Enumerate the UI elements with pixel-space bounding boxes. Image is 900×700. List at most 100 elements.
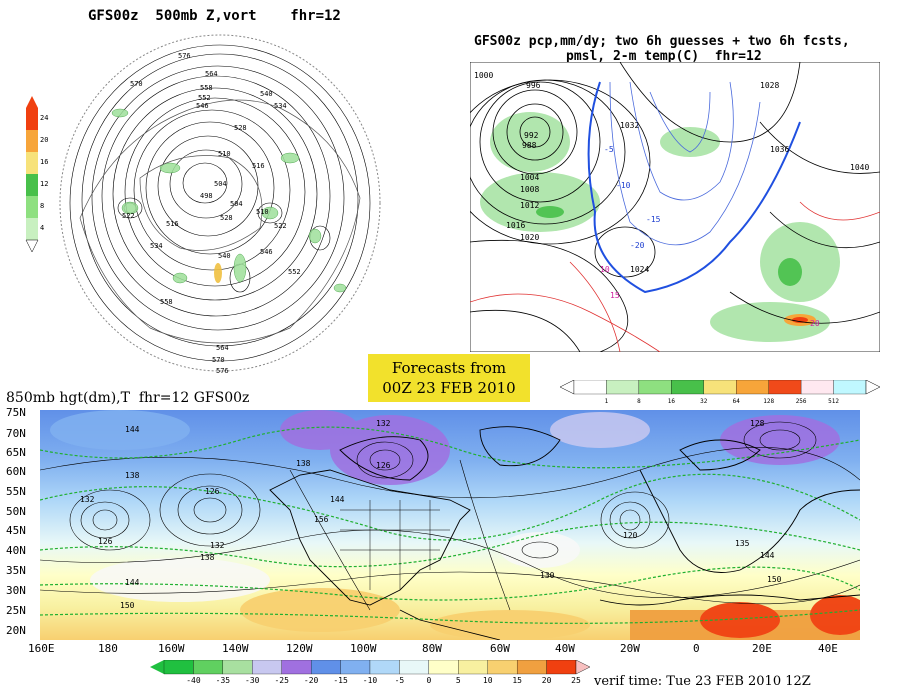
colorbar-cell	[546, 660, 577, 675]
colorbar-cell	[671, 380, 704, 395]
colorbar-cell	[573, 380, 607, 395]
panel-pcp-title-2: pmsl, 2-m temp(C) fhr=12	[566, 49, 762, 64]
lon-label: 60W	[490, 642, 510, 655]
colorbar-tick: 25	[571, 676, 581, 685]
lat-label: 75N	[6, 406, 26, 419]
colorbar-cell	[768, 380, 802, 395]
colorbar-temp: -40 -35 -30 -25 -20 -15 -10 -5 0 5 10 15 20 25	[150, 660, 590, 685]
lon-label: 140W	[222, 642, 249, 655]
contour-label: 510	[256, 208, 269, 216]
lat-label: 65N	[6, 446, 26, 459]
temp-label: -20	[630, 241, 645, 250]
verif-time: verif time: Tue 23 FEB 2010 12Z	[594, 674, 811, 689]
height-label: 144	[760, 551, 775, 560]
lat-label: 60N	[6, 465, 26, 478]
height-label: 120	[623, 531, 638, 540]
colorbar-cell	[516, 660, 547, 675]
isobar-label: 1008	[520, 185, 539, 194]
contour-label: 504	[214, 180, 227, 188]
lat-label: 55N	[6, 485, 26, 498]
lon-label: 100W	[350, 642, 377, 655]
forecast-info-box: Forecasts from 00Z 23 FEB 2010	[368, 354, 530, 402]
contour-label: 576	[178, 52, 191, 60]
colorbar-tick: -30	[245, 676, 260, 685]
isobar-label: 1012	[520, 201, 539, 210]
isobar-label: 1036	[770, 145, 789, 154]
contour-label: 510	[218, 150, 231, 158]
cbar-500-tick: 12	[40, 180, 48, 188]
contour-label: 546	[196, 102, 209, 110]
cbar-500-tick: 16	[40, 158, 48, 166]
colorbar-tick: -10	[363, 676, 378, 685]
lon-label: 160E	[28, 642, 55, 655]
contour-label: 570	[130, 80, 143, 88]
colorbar-tick: 128	[763, 398, 774, 404]
height-label: 130	[540, 571, 555, 580]
contour-label: 516	[252, 162, 265, 170]
contour-label: 504	[230, 200, 243, 208]
contour-label: 516	[166, 220, 179, 228]
height-label: 144	[330, 495, 345, 504]
colorbar-cell	[163, 660, 194, 675]
colorbar-cell	[833, 380, 867, 395]
isobar-label: 1016	[506, 221, 525, 230]
contour-label: 522	[122, 212, 135, 220]
contour-label: 546	[260, 248, 273, 256]
height-label: 135	[735, 539, 750, 548]
lat-label: 70N	[6, 427, 26, 440]
colorbar-cell	[399, 660, 430, 675]
panel-pcp-title-1: GFS00z pcp,mm/dy; two 6h guesses + two 6…	[474, 34, 850, 49]
height-label: 132	[80, 495, 95, 504]
height-label: 126	[98, 537, 113, 546]
height-label: 144	[125, 425, 140, 434]
temp-label: -15	[646, 215, 661, 224]
isobar-label: 1020	[520, 233, 539, 242]
temp-label: 15	[610, 291, 620, 300]
lon-label: 40E	[818, 642, 838, 655]
isobar-label: 1032	[620, 121, 639, 130]
colorbar-tick: 512	[828, 398, 839, 404]
lat-label: 45N	[6, 524, 26, 537]
contour-label: 528	[220, 214, 233, 222]
colorbar-cell	[193, 660, 224, 675]
forecast-line-2: 00Z 23 FEB 2010	[382, 379, 516, 397]
lon-label: 40W	[555, 642, 575, 655]
colorbar-tick: 15	[512, 676, 522, 685]
colorbar-tick: 8	[637, 398, 641, 404]
temp-label: -10	[616, 181, 631, 190]
contour-label: 552	[198, 94, 211, 102]
height-label: 138	[200, 553, 215, 562]
colorbar-tick: 0	[426, 676, 431, 685]
height-label: 126	[205, 487, 220, 496]
colorbar-cell	[606, 380, 640, 395]
lon-label: 180	[98, 642, 118, 655]
height-label: 126	[376, 461, 391, 470]
lat-label: 50N	[6, 505, 26, 518]
contour-label: 570	[212, 356, 225, 364]
colorbar-cell	[222, 660, 253, 675]
isobar-label: 1000	[474, 71, 493, 80]
colorbar-tick: -20	[304, 676, 319, 685]
lon-label: 120W	[286, 642, 313, 655]
isobar-label: 1040	[850, 163, 869, 172]
height-label: 156	[314, 515, 329, 524]
colorbar-cell	[736, 380, 769, 395]
height-label: 138	[125, 471, 140, 480]
isobar-label: 1028	[760, 81, 779, 90]
contour-label: 522	[274, 222, 287, 230]
cbar-500-tick: 4	[40, 224, 44, 232]
lat-label: 20N	[6, 624, 26, 637]
colorbar-cell	[638, 380, 672, 395]
contour-label: 540	[260, 90, 273, 98]
panel-850-title: 850mb hgt(dm),T fhr=12 GFS00z	[6, 390, 250, 406]
height-label: 150	[120, 601, 135, 610]
contour-label: 564	[216, 344, 229, 352]
isobar-label: 992	[524, 131, 539, 140]
colorbar-cell	[281, 660, 312, 675]
polar-500mb-map: 24 20 16 12 8 4 576 570 564 558 552 546 …	[25, 34, 381, 375]
colorbar-tick: -5	[395, 676, 405, 685]
contour-label: 558	[200, 84, 213, 92]
temp-label: 10	[600, 265, 610, 274]
isobar-label: 996	[526, 81, 541, 90]
colorbar-precip: 1 8 16 32 64 128 256 512	[560, 380, 880, 404]
